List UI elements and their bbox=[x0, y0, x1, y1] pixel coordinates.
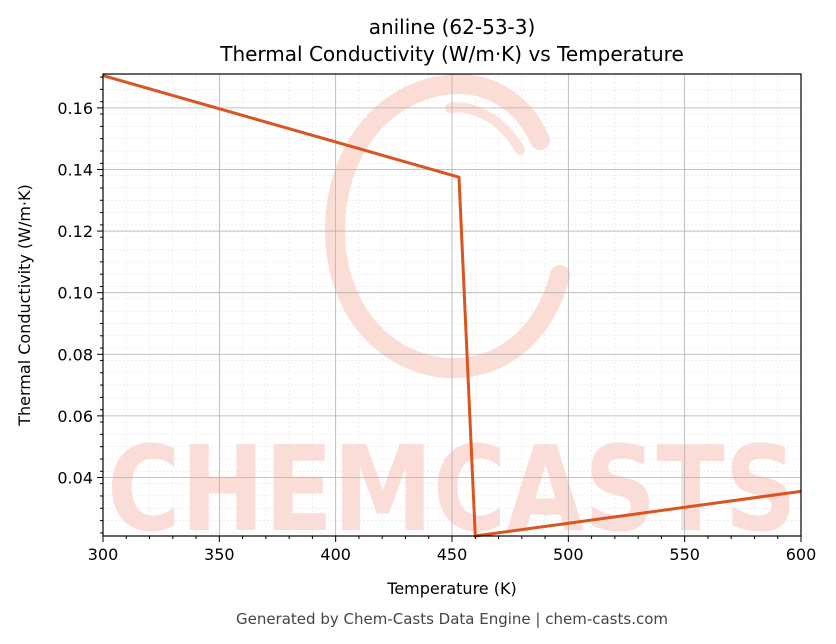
y-tick-label: 0.06 bbox=[57, 407, 93, 426]
chart-title: aniline (62-53-3) bbox=[369, 15, 536, 39]
x-tick-label: 500 bbox=[553, 545, 584, 564]
y-tick-label: 0.08 bbox=[57, 345, 93, 364]
chart-subtitle: Thermal Conductivity (W/m·K) vs Temperat… bbox=[219, 42, 684, 66]
y-tick-label: 0.10 bbox=[57, 284, 93, 303]
axes: 300 350 400 450 500 550 600 0.04 0.06 0.08 0.10 0.1… bbox=[57, 76, 817, 564]
x-tick-label: 300 bbox=[88, 545, 119, 564]
x-axis-label: Temperature (K) bbox=[386, 579, 516, 598]
y-tick-label: 0.14 bbox=[57, 160, 93, 179]
y-tick-label: 0.12 bbox=[57, 222, 93, 241]
x-tick-label: 400 bbox=[320, 545, 351, 564]
y-tick-label: 0.04 bbox=[57, 468, 93, 487]
y-axis-label: Thermal Conductivity (W/m·K) bbox=[15, 184, 34, 427]
grid bbox=[102, 74, 802, 536]
footer-credit: Generated by Chem-Casts Data Engine | ch… bbox=[236, 610, 668, 628]
x-tick-label: 600 bbox=[786, 545, 817, 564]
series-line bbox=[102, 74, 802, 538]
x-tick-label: 550 bbox=[669, 545, 700, 564]
x-tick-label: 450 bbox=[437, 545, 468, 564]
y-tick-label: 0.16 bbox=[57, 99, 93, 118]
series-layer bbox=[102, 74, 802, 538]
x-tick-label: 350 bbox=[204, 545, 235, 564]
